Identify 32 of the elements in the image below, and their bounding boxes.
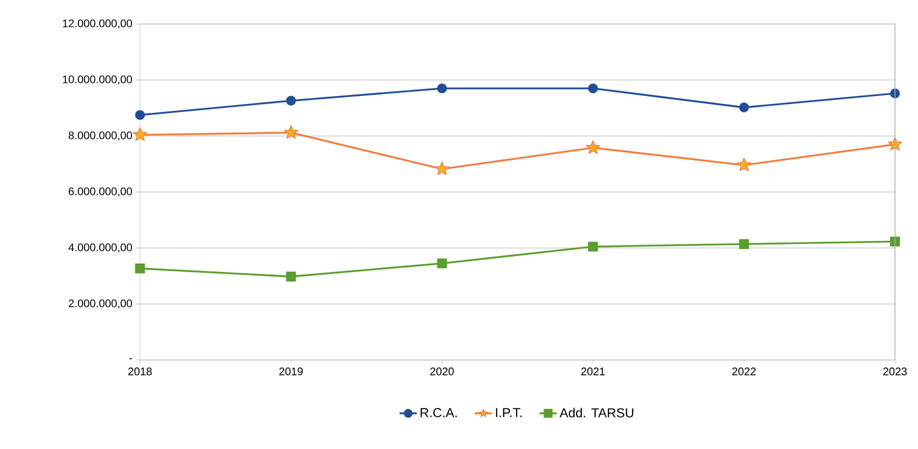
- y-tick-label: 10.000.000,00: [62, 75, 132, 85]
- point: [132, 127, 148, 141]
- legend-label: Add. TARSU: [560, 408, 634, 418]
- y-tick-label: 6.000.000,00: [68, 187, 132, 197]
- legend-label: R.C.A.: [420, 408, 457, 418]
- point: [588, 242, 598, 252]
- y-tick-label: -: [129, 358, 132, 360]
- point: [588, 83, 598, 94]
- x-tick-label: 2019: [279, 368, 303, 376]
- point: [135, 264, 145, 274]
- x-tick-label: 2021: [581, 368, 605, 376]
- point: [437, 83, 447, 94]
- x-tick-label: 2023: [883, 368, 907, 376]
- point: [437, 258, 447, 268]
- point: [739, 102, 749, 112]
- x-tick-label: 2022: [732, 368, 756, 376]
- y-tick-label: 4.000.000,00: [68, 243, 132, 253]
- y-tick-label: 8.000.000,00: [68, 131, 132, 141]
- point: [135, 110, 145, 120]
- point: [739, 239, 749, 249]
- x-tick-label: 2018: [128, 368, 152, 376]
- point: [286, 272, 296, 282]
- point: [736, 158, 752, 172]
- x-tick-label: 2020: [430, 368, 454, 376]
- point: [434, 162, 450, 176]
- y-tick-label: 2.000.000,00: [68, 299, 132, 309]
- point: [890, 236, 900, 246]
- y-tick-label: 12.000.000,00: [62, 19, 132, 29]
- point: [286, 96, 296, 106]
- point: [586, 140, 600, 154]
- legend-label: I.P.T.: [496, 408, 522, 418]
- point: [284, 125, 298, 139]
